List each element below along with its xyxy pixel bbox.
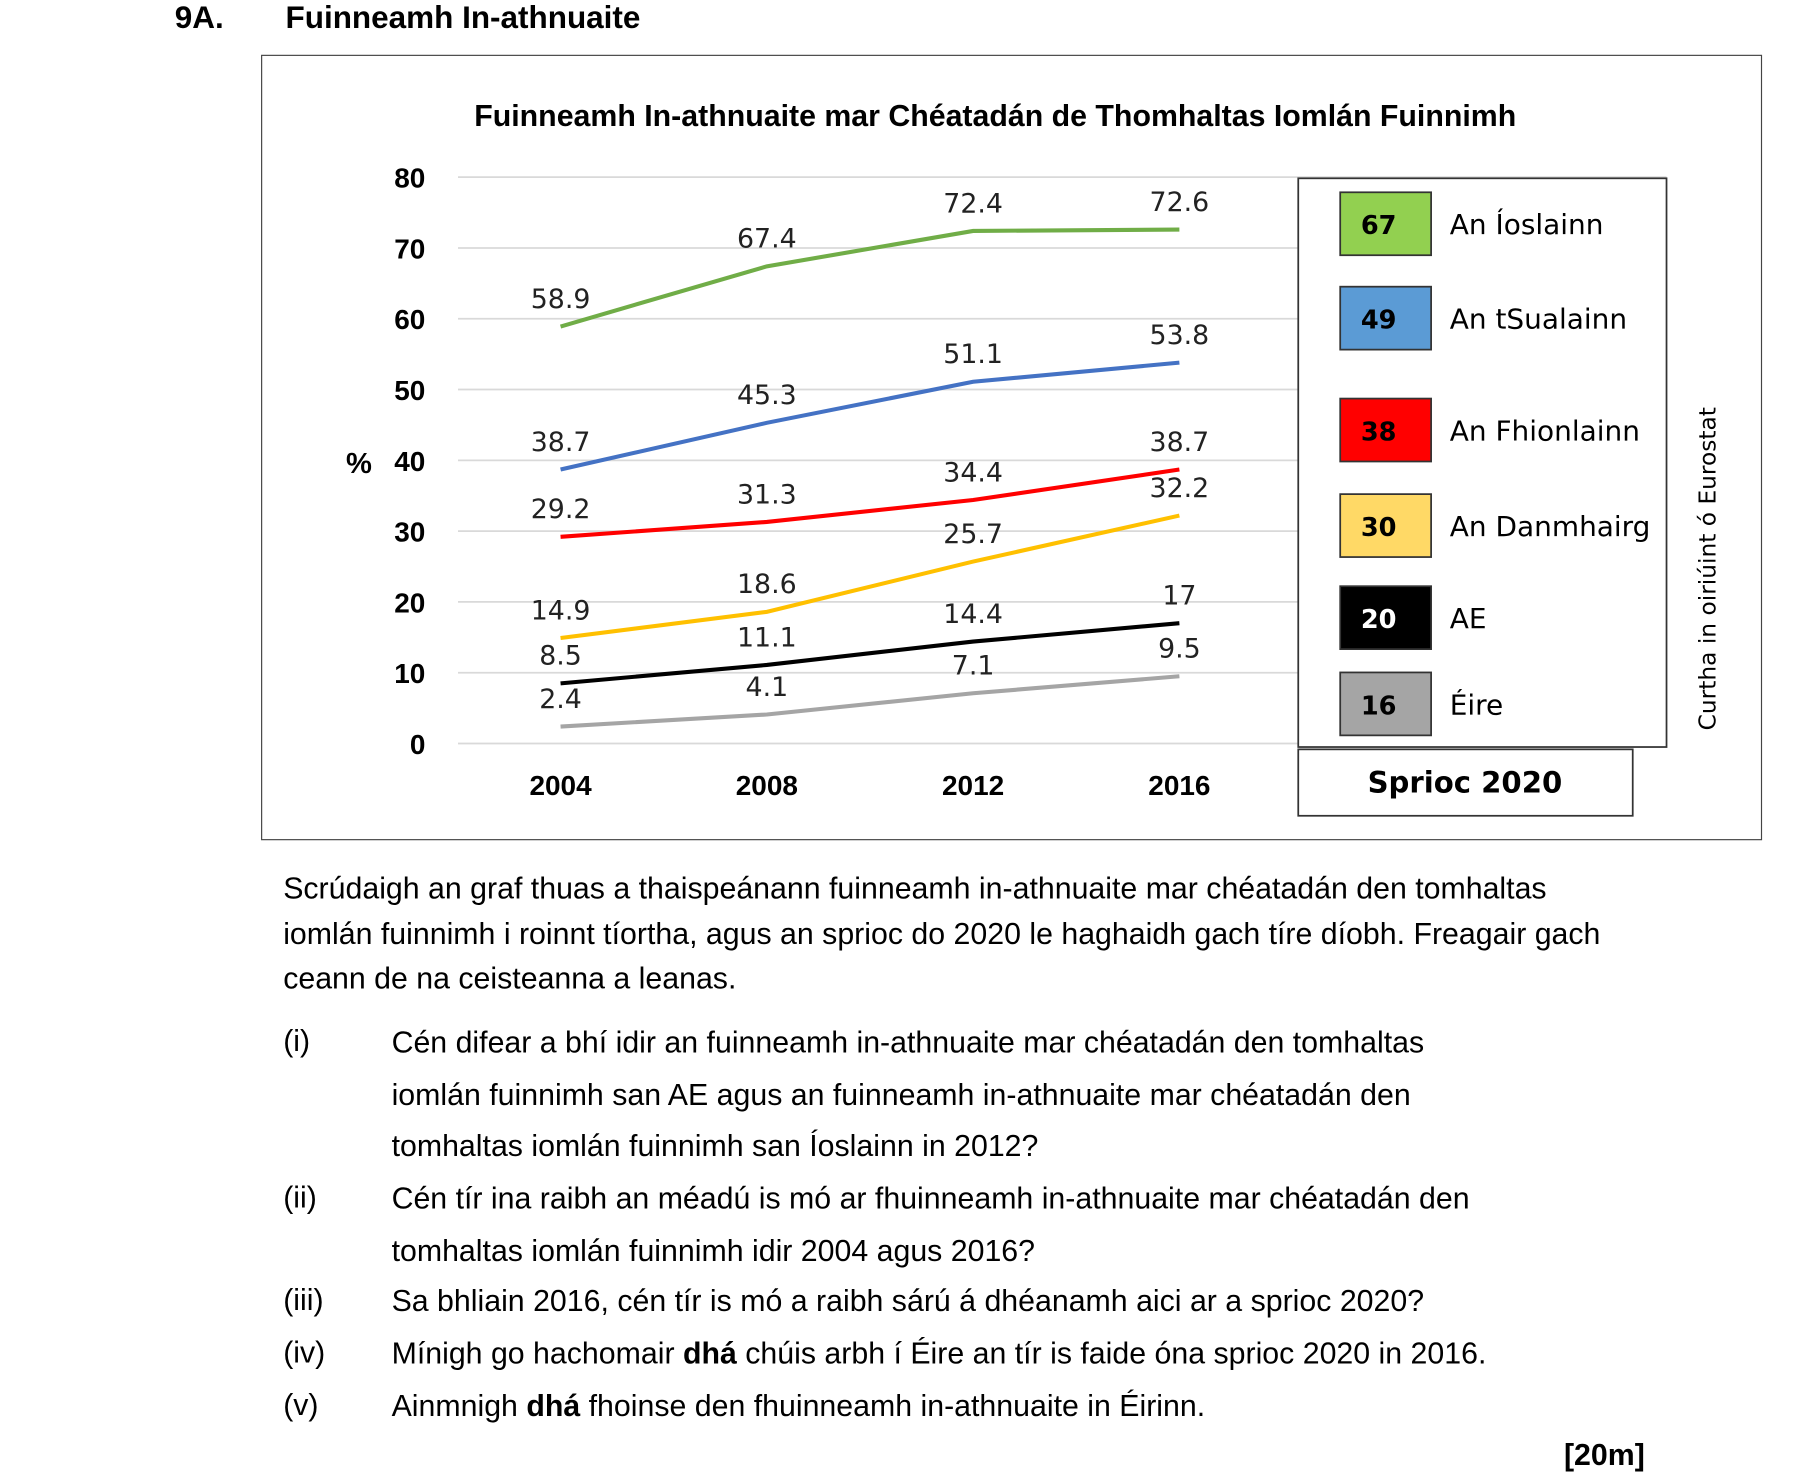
y-tick-label: 80 xyxy=(394,163,425,194)
data-label: 17 xyxy=(1162,581,1196,612)
legend-swatch xyxy=(1339,397,1432,463)
data-label: 14.4 xyxy=(943,599,1003,630)
legend-swatch xyxy=(1339,671,1432,737)
legend-label: An Fhionlainn xyxy=(1450,415,1640,448)
y-tick-label: 60 xyxy=(394,304,425,335)
data-label: 51.1 xyxy=(943,339,1003,370)
chart-frame xyxy=(261,54,1763,841)
data-label: 4.1 xyxy=(746,672,789,703)
y-tick-label: 70 xyxy=(394,233,425,264)
legend-label: An Íoslainn xyxy=(1450,207,1604,241)
y-tick-label: 0 xyxy=(410,729,426,760)
question-text: Cén tír ina raibh an méadú is mó ar fhui… xyxy=(392,1172,1470,1276)
question-number: (ii) xyxy=(283,1179,317,1215)
question-text: Cén difear a bhí idir an fuinneamh in-at… xyxy=(392,1016,1425,1172)
series-line xyxy=(560,621,1180,686)
legend-target-value: 16 xyxy=(1361,691,1397,721)
y-tick-label: 20 xyxy=(394,587,425,618)
data-label: 31.3 xyxy=(737,479,797,510)
chart-title: Fuinneamh In-athnuaite mar Chéatadán de … xyxy=(474,100,1516,133)
data-label: 58.9 xyxy=(531,284,591,315)
question-line: tomhaltas iomlán fuinnimh san Íoslainn i… xyxy=(391,1128,1039,1164)
series-line xyxy=(560,513,1180,641)
series-line xyxy=(560,674,1180,729)
intro-text: Scrúdaigh an graf thuas a thaispeánann f… xyxy=(283,870,1601,996)
data-label: 72.4 xyxy=(943,188,1003,219)
data-label: 14.9 xyxy=(531,595,591,626)
question-text: Mínigh go hachomair dhá chúis arbh í Éir… xyxy=(392,1327,1487,1379)
data-label: 53.8 xyxy=(1150,320,1210,351)
question-line: Sa bhliain 2016, cén tír is mó a raibh s… xyxy=(391,1283,1425,1319)
question-line: Cén difear a bhí idir an fuinneamh in-at… xyxy=(391,1024,1425,1060)
y-axis-label: % xyxy=(346,448,372,480)
source-note: Curtha in oiriúint ó Eurostat xyxy=(1694,407,1721,730)
legend-label: An Danmhairg xyxy=(1450,510,1651,543)
question-number: (v) xyxy=(283,1386,319,1422)
y-tick-label: 40 xyxy=(394,446,425,477)
emphasis: dhá xyxy=(682,1335,737,1371)
question-text: Ainmnigh dhá fhoinse den fhuinneamh in-a… xyxy=(392,1380,1206,1432)
legend-title: Sprioc 2020 xyxy=(1368,765,1563,799)
y-tick-label: 10 xyxy=(394,658,425,689)
question-number: (iii) xyxy=(283,1281,324,1317)
legend-swatch xyxy=(1339,191,1432,257)
legend-label: Éire xyxy=(1450,687,1504,721)
legend-label: An tSualainn xyxy=(1450,303,1627,336)
question-fragment: fhoinse den fhuinneamh in-athnuaite in É… xyxy=(580,1387,1206,1423)
data-label: 2.4 xyxy=(539,684,582,715)
section-title: Fuinneamh In-athnuaite xyxy=(285,0,641,35)
data-label: 9.5 xyxy=(1158,634,1201,665)
x-tick-label: 2012 xyxy=(942,770,1004,801)
y-tick-label: 50 xyxy=(394,375,425,406)
legend-swatch xyxy=(1339,585,1432,651)
question-text: Sa bhliain 2016, cén tír is mó a raibh s… xyxy=(392,1275,1425,1327)
question-line: tomhaltas iomlán fuinnimh idir 2004 agus… xyxy=(391,1232,1036,1268)
data-label: 29.2 xyxy=(531,494,591,525)
legend-target-value: 67 xyxy=(1361,211,1397,241)
question-fragment: Ainmnigh xyxy=(391,1387,527,1423)
x-tick-label: 2008 xyxy=(736,770,798,801)
series-line xyxy=(560,467,1180,539)
x-tick-label: 2016 xyxy=(1148,770,1210,801)
marks: [20m] xyxy=(1563,1436,1645,1472)
data-label: 45.3 xyxy=(737,380,797,411)
line-chart: Fuinneamh In-athnuaite mar Chéatadán de … xyxy=(346,100,1721,817)
emphasis: dhá xyxy=(526,1387,581,1423)
legend-title-box xyxy=(1297,748,1634,817)
legend-box xyxy=(1297,177,1668,748)
series-line xyxy=(560,360,1180,472)
legend-target-value: 20 xyxy=(1361,605,1397,635)
data-label: 25.7 xyxy=(943,519,1003,550)
data-label: 67.4 xyxy=(737,224,797,255)
data-label: 38.7 xyxy=(1150,427,1210,458)
section-number: 9A. xyxy=(174,0,224,35)
data-label: 8.5 xyxy=(539,641,582,672)
legend-target-value: 49 xyxy=(1361,306,1397,336)
legend-swatch xyxy=(1339,493,1432,558)
question-line: iomlán fuinnimh san AE agus an fuinneamh… xyxy=(391,1076,1411,1112)
data-label: 11.1 xyxy=(737,622,797,653)
question-number: (i) xyxy=(283,1023,311,1059)
data-label: 18.6 xyxy=(737,569,797,600)
legend-swatch xyxy=(1339,285,1432,351)
x-tick-label: 2004 xyxy=(529,770,592,801)
question-line: Cén tír ina raibh an méadú is mó ar fhui… xyxy=(391,1180,1470,1216)
data-label: 7.1 xyxy=(952,651,995,682)
y-tick-label: 30 xyxy=(394,517,425,548)
data-label: 32.2 xyxy=(1150,473,1210,504)
legend-target-value: 38 xyxy=(1361,418,1397,448)
question-fragment: chúis arbh í Éire an tír is faide óna sp… xyxy=(736,1335,1487,1371)
series-line xyxy=(559,227,1180,329)
data-label: 34.4 xyxy=(943,457,1003,488)
data-label: 38.7 xyxy=(531,427,591,458)
legend-label: AE xyxy=(1450,602,1487,635)
question-number: (iv) xyxy=(283,1334,326,1370)
data-label: 72.6 xyxy=(1150,187,1210,218)
question-fragment: Mínigh go hachomair xyxy=(391,1335,683,1371)
legend-target-value: 30 xyxy=(1361,513,1397,543)
